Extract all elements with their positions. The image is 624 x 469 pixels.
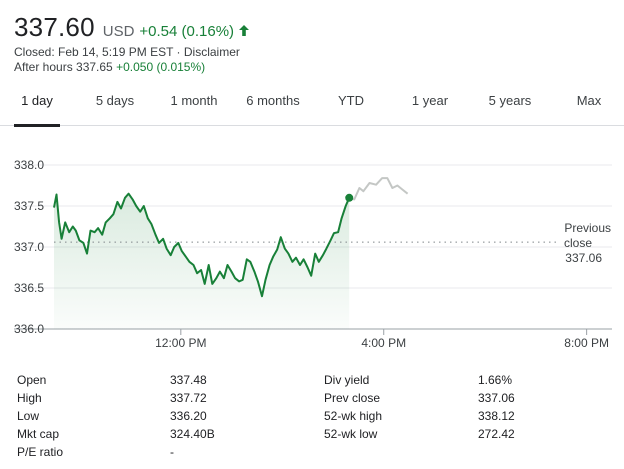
stat-label-mkt-cap: Mkt cap <box>17 427 60 441</box>
closed-time: Closed: Feb 14, 5:19 PM EST <box>14 45 174 59</box>
after-hours-change: +0.050 (0.015%) <box>116 60 206 74</box>
tab-6-months[interactable]: 6 months <box>246 93 300 108</box>
currency-label: USD <box>102 23 135 40</box>
stat-label-div-yield: Div yield <box>324 373 370 387</box>
x-tick-label: 4:00 PM <box>361 336 406 350</box>
stat-label-52wk-high: 52-wk high <box>324 409 383 423</box>
tab-5-days[interactable]: 5 days <box>95 93 135 108</box>
closed-info: Closed: Feb 14, 5:19 PM EST · Disclaimer <box>14 45 240 59</box>
previous-close-label-2: close <box>564 236 592 250</box>
y-tick-label: 337.0 <box>14 240 44 254</box>
tab-5-years[interactable]: 5 years <box>488 93 532 108</box>
tab-1-year[interactable]: 1 year <box>411 93 449 108</box>
stat-value-52wk-low: 272.42 <box>478 427 515 441</box>
y-tick-label: 338.0 <box>14 158 44 172</box>
price-change: +0.54 (0.16%) <box>139 23 235 40</box>
stat-label-prev-close: Prev close <box>324 391 381 405</box>
stat-value-mkt-cap: 324.40B <box>170 427 215 441</box>
stat-value-52wk-high: 338.12 <box>478 409 515 423</box>
after-hours-label: After hours 337.65 <box>14 60 113 74</box>
range-tabs: 1 day 5 days 1 month 6 months YTD 1 year… <box>0 86 624 127</box>
x-tick-label: 12:00 PM <box>155 336 206 350</box>
y-axis-ticks: 338.0 337.5 337.0 336.5 336.0 <box>14 158 44 336</box>
tab-1-month[interactable]: 1 month <box>170 93 218 108</box>
current-price: 337.60 <box>14 12 95 42</box>
stat-value-high: 337.72 <box>170 391 207 405</box>
stat-value-div-yield: 1.66% <box>478 373 513 387</box>
series-line-after-hours <box>348 177 409 201</box>
stat-label-pe-ratio: P/E ratio <box>17 445 64 459</box>
stat-value-pe-ratio: - <box>170 445 174 459</box>
previous-close-value: 337.06 <box>565 251 602 265</box>
series-line-regular <box>53 192 351 298</box>
stat-value-low: 336.20 <box>170 409 207 423</box>
previous-close-label: Previous <box>564 221 611 235</box>
last-price-dot <box>345 193 354 202</box>
stat-label-open: Open <box>17 373 47 387</box>
tab-max[interactable]: Max <box>576 93 602 108</box>
stat-label-52wk-low: 52-wk low <box>324 427 378 441</box>
x-tick-label: 8:00 PM <box>564 336 609 350</box>
price-area-fill <box>54 193 350 329</box>
after-hours-info: After hours 337.65 +0.050 (0.015%) <box>14 60 205 74</box>
y-tick-label: 336.5 <box>14 281 44 295</box>
tab-1-day[interactable]: 1 day <box>14 86 60 127</box>
price-chart[interactable]: 338.0 337.5 337.0 336.5 336.0 12:00 PM 4:00 P… <box>0 150 624 360</box>
stat-label-low: Low <box>17 409 40 423</box>
tab-ytd[interactable]: YTD <box>338 93 364 108</box>
quote-header: 337.60 USD +0.54 (0.16%) <box>14 12 250 44</box>
x-axis-ticks: 12:00 PM 4:00 PM 8:00 PM <box>155 329 609 350</box>
y-tick-label: 337.5 <box>14 199 44 213</box>
arrow-up-icon <box>239 25 250 36</box>
disclaimer-link[interactable]: Disclaimer <box>183 45 240 59</box>
stat-label-high: High <box>17 391 42 405</box>
y-tick-label: 336.0 <box>14 322 44 336</box>
separator: · <box>173 45 184 59</box>
stat-value-prev-close: 337.06 <box>478 391 515 405</box>
stat-value-open: 337.48 <box>170 373 207 387</box>
